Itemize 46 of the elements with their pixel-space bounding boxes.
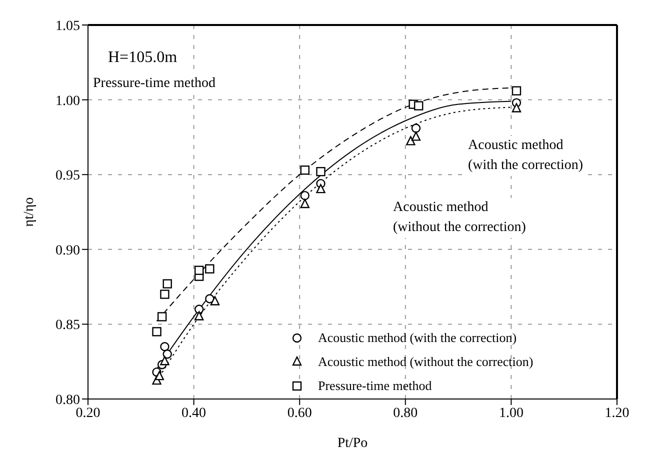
point (160, 290, 170, 299)
point (316, 167, 326, 176)
point (205, 264, 214, 274)
y-tick-label: 0.90 (56, 243, 80, 258)
annotation: Pressure-time method (93, 74, 216, 94)
x-axis-title: Pt/Po (337, 436, 368, 451)
x-tick-label: 0.60 (287, 406, 312, 421)
y-tick-label: 1.00 (56, 94, 80, 109)
point (411, 124, 421, 133)
legend-label: Acoustic method (with the correction) (318, 330, 517, 346)
point (411, 132, 421, 141)
y-tick-label: 1.05 (56, 18, 80, 34)
point (152, 327, 162, 336)
x-tick-label: 1.00 (498, 406, 524, 421)
point (162, 350, 172, 359)
point (414, 101, 424, 110)
x-tick-label: 1.20 (604, 406, 630, 421)
point (162, 279, 172, 288)
x-tick-label: 0.20 (76, 406, 100, 421)
y-tick-label: 0.85 (56, 318, 80, 334)
legend-label: Acoustic method (without the correction) (318, 354, 534, 370)
y-tick-label: 0.80 (56, 392, 80, 408)
point (157, 312, 167, 322)
point (406, 136, 416, 146)
annotation: Acoustic method (with the correction) (468, 136, 584, 176)
point (194, 304, 204, 314)
point (160, 342, 170, 352)
point (194, 311, 204, 320)
y-axis-title: ηt/ηo (22, 197, 37, 227)
point (194, 266, 204, 275)
point (154, 370, 164, 380)
annotation: H=105.0m (108, 48, 178, 68)
point (205, 294, 214, 304)
x-tick-label: 0.40 (182, 406, 206, 421)
annotation: Acoustic method (without the correction) (393, 198, 526, 238)
y-tick-label: 0.95 (56, 168, 80, 184)
point (300, 198, 310, 208)
point (160, 356, 170, 366)
point (300, 190, 310, 200)
point (210, 296, 220, 306)
point (512, 103, 522, 112)
x-tick-label: 0.80 (393, 406, 418, 421)
legend-label: Pressure-time method (318, 378, 432, 394)
point (300, 166, 310, 175)
point (316, 184, 326, 194)
point (512, 86, 522, 96)
